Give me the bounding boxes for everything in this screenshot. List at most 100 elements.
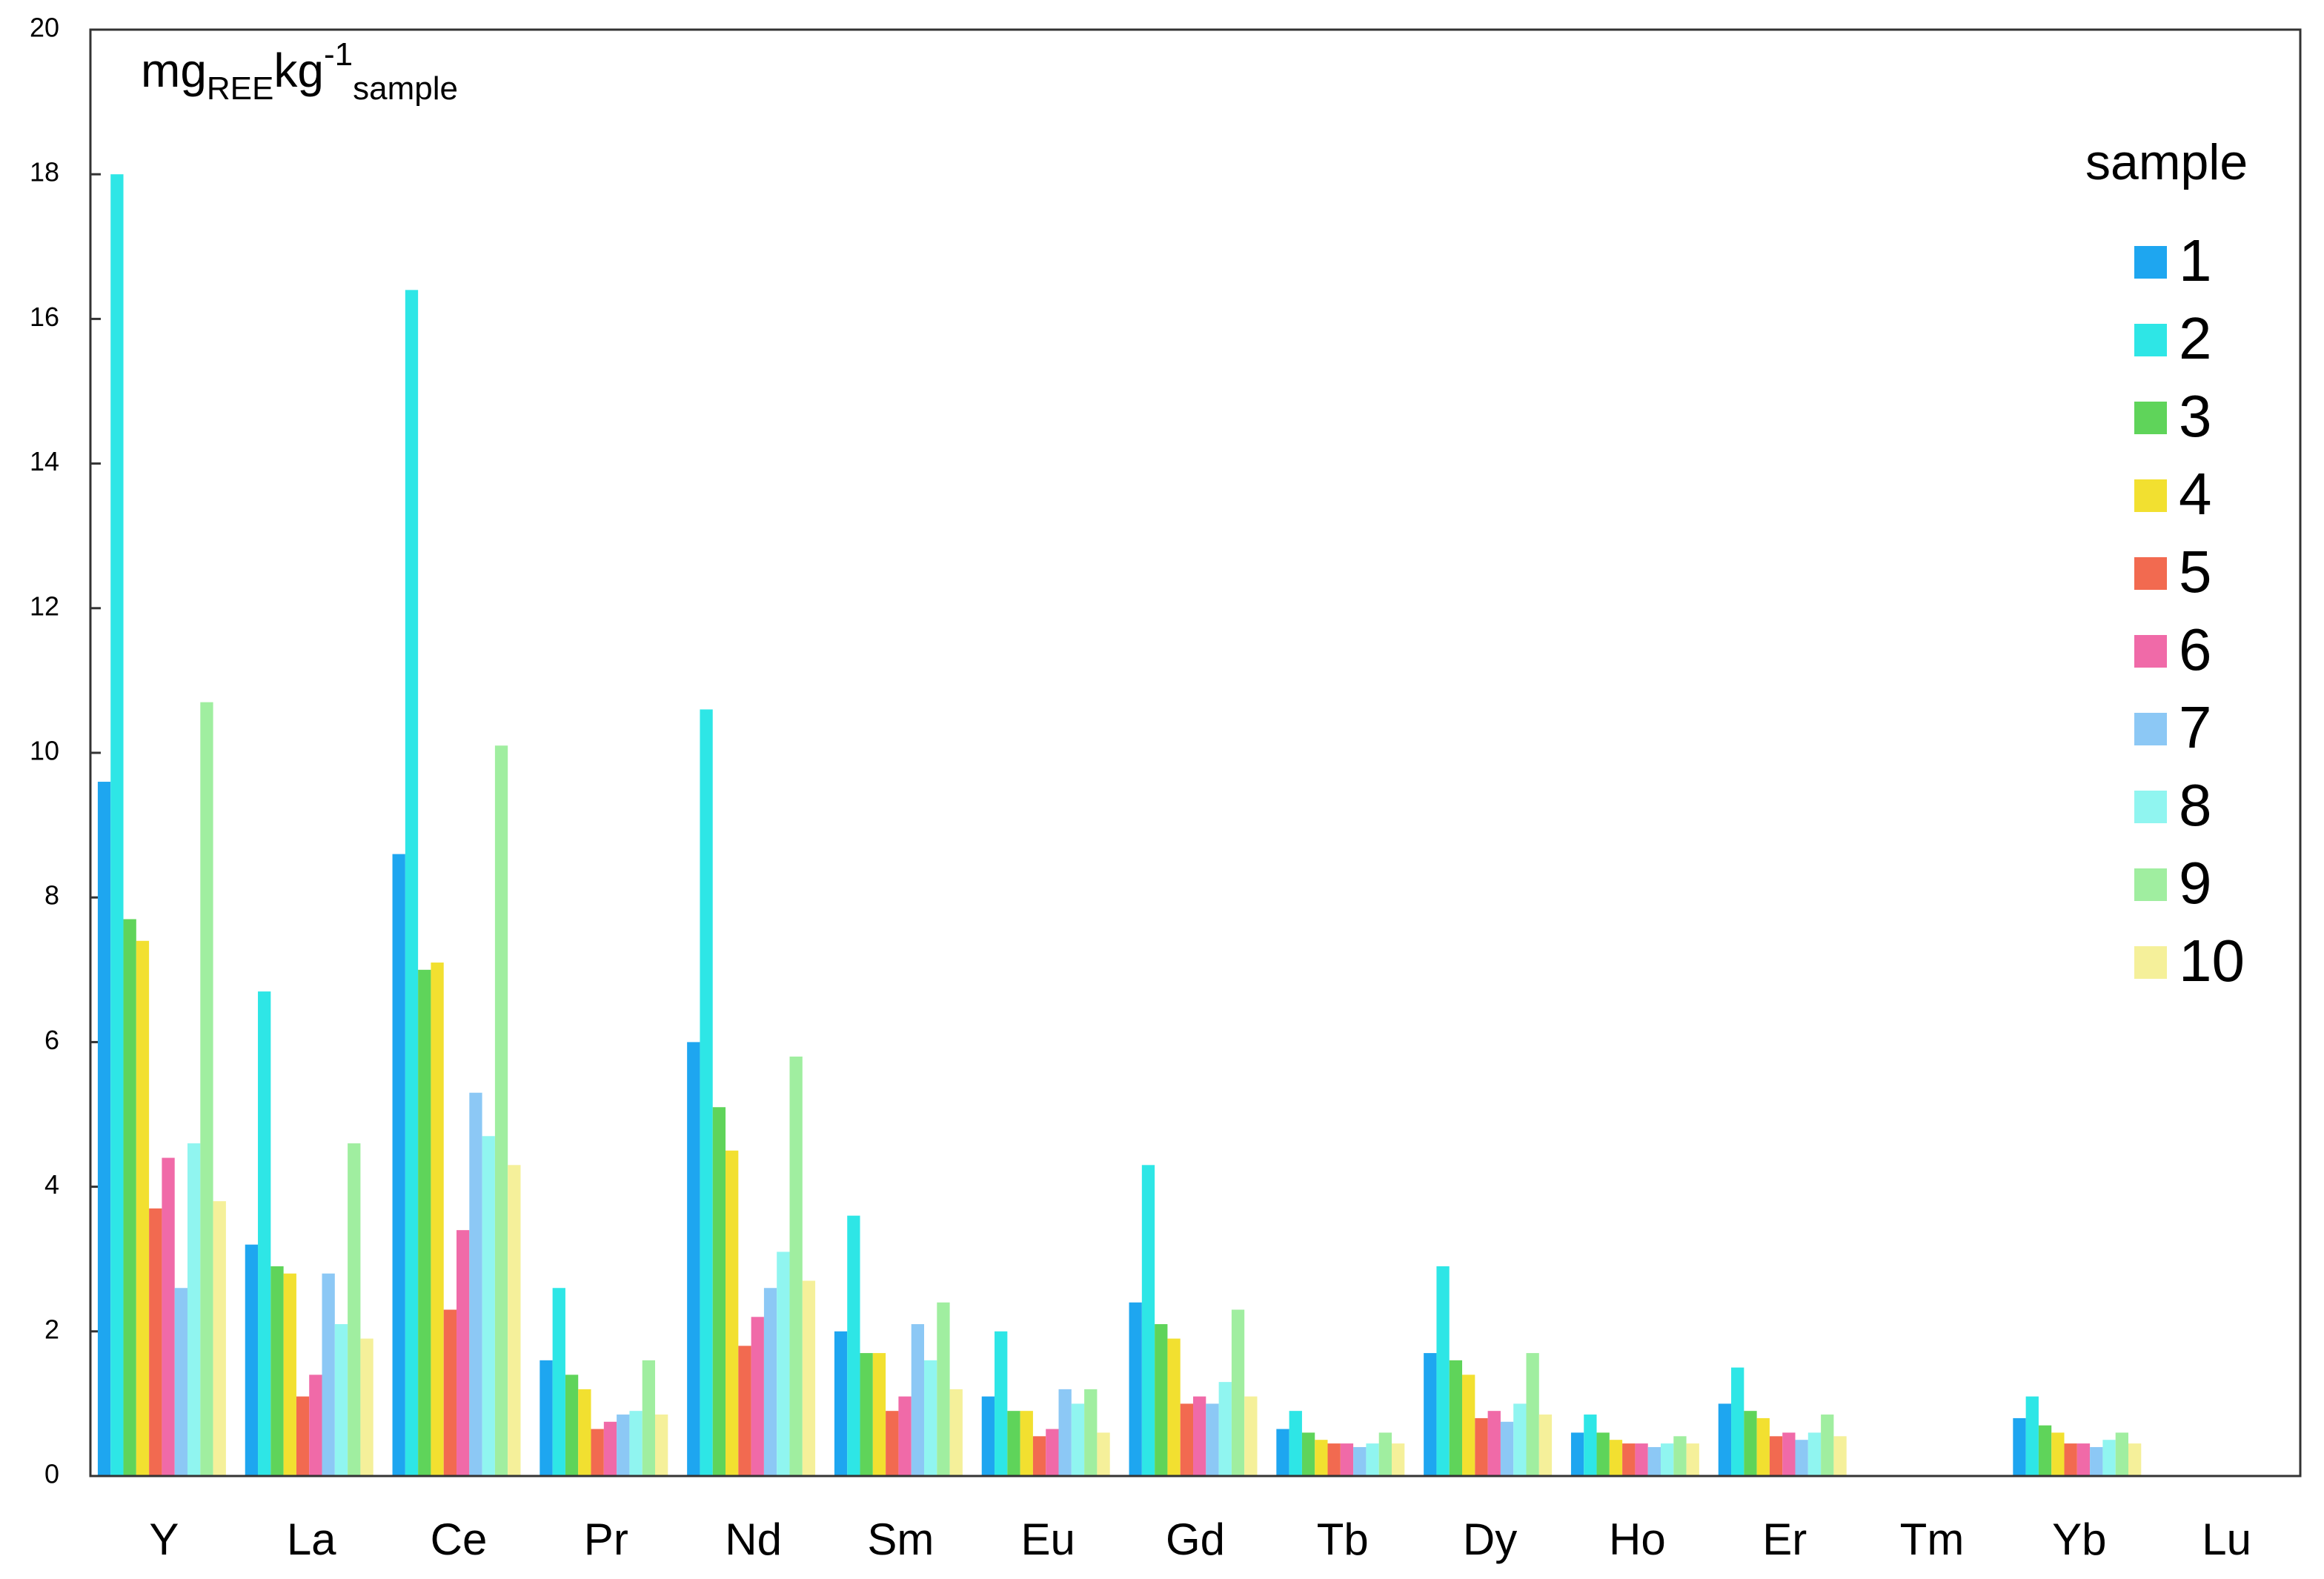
bar (1007, 1411, 1020, 1476)
bar (565, 1374, 579, 1476)
legend-title: sample (2085, 134, 2248, 190)
y-tick-label: 4 (44, 1169, 59, 1200)
annotation: mgREEkg-1sample (141, 36, 458, 107)
bar (136, 940, 150, 1476)
bar (886, 1411, 899, 1476)
legend-swatch (2134, 246, 2167, 279)
legend-swatch (2134, 791, 2167, 823)
x-tick-label: Ce (431, 1515, 488, 1564)
bar (322, 1273, 335, 1476)
annotation-part: -1 (324, 36, 353, 73)
bar (1782, 1432, 1796, 1476)
bar (97, 782, 111, 1476)
bar (348, 1143, 361, 1476)
bar (1315, 1440, 1328, 1476)
legend-label: 1 (2179, 227, 2212, 293)
bar (187, 1143, 201, 1476)
bar (1366, 1443, 1379, 1476)
y-tick-label: 0 (44, 1459, 59, 1489)
bar (2013, 1417, 2026, 1476)
legend-label: 3 (2179, 383, 2212, 449)
legend-swatch (2134, 479, 2167, 512)
bar (1071, 1403, 1085, 1476)
bar (847, 1215, 860, 1476)
bar (1193, 1396, 1206, 1476)
bar (777, 1251, 790, 1476)
bar (712, 1107, 726, 1476)
bar (296, 1396, 310, 1476)
bar (2038, 1425, 2052, 1476)
bar (617, 1415, 630, 1476)
bar (1180, 1403, 1194, 1476)
annotation-part: sample (353, 70, 458, 107)
bar (578, 1389, 591, 1476)
bar (1821, 1415, 1834, 1476)
bar (508, 1165, 521, 1476)
bar (763, 1288, 777, 1476)
x-tick-label: Gd (1166, 1515, 1225, 1564)
x-tick-label: Sm (867, 1515, 934, 1564)
bar (1513, 1403, 1527, 1476)
x-tick-label: Tb (1317, 1515, 1369, 1564)
bar (1769, 1436, 1783, 1476)
bar (789, 1056, 803, 1476)
x-tick-label: La (287, 1515, 336, 1564)
bar (1487, 1411, 1501, 1476)
bar (431, 963, 444, 1476)
x-tick-label: Y (149, 1515, 179, 1564)
bar (995, 1331, 1008, 1476)
bar (1327, 1443, 1341, 1476)
bar (2128, 1443, 2142, 1476)
legend-swatch (2134, 557, 2167, 590)
bar (2076, 1443, 2091, 1476)
bar (1032, 1436, 1046, 1476)
legend-swatch (2134, 324, 2167, 356)
annotation-part: REE (207, 70, 273, 107)
x-tick-label: Yb (2052, 1515, 2106, 1564)
x-tick-label: Lu (2202, 1515, 2251, 1564)
legend-label: 4 (2179, 461, 2212, 527)
bar (162, 1157, 175, 1476)
bar (482, 1136, 495, 1476)
x-tick-label: Ho (1609, 1515, 1666, 1564)
bar (1647, 1446, 1661, 1476)
bar (1609, 1440, 1623, 1476)
bar (1289, 1411, 1302, 1476)
bar (1500, 1421, 1514, 1476)
annotation-part: mg (141, 44, 207, 97)
y-tick-label: 14 (30, 446, 59, 476)
legend-label: 5 (2179, 539, 2212, 605)
bar (1731, 1367, 1744, 1476)
bar (149, 1208, 162, 1476)
bar (872, 1353, 886, 1476)
bar (834, 1331, 848, 1476)
bar (494, 745, 508, 1476)
bar (981, 1396, 995, 1476)
y-tick-label: 6 (44, 1025, 59, 1055)
bar (1231, 1309, 1245, 1476)
legend-label: 7 (2179, 694, 2212, 760)
bar (1141, 1165, 1155, 1476)
bar (898, 1396, 912, 1476)
bar (642, 1360, 656, 1476)
bar (629, 1411, 643, 1476)
bar (1622, 1443, 1636, 1476)
bar (1424, 1353, 1437, 1476)
bar (1097, 1432, 1110, 1476)
bar (1596, 1432, 1610, 1476)
bar (2051, 1432, 2065, 1476)
bar (1686, 1443, 1699, 1476)
x-tick-label: Pr (584, 1515, 628, 1564)
bar (1449, 1360, 1463, 1476)
x-tick-label: Eu (1021, 1515, 1075, 1564)
y-tick-label: 2 (44, 1314, 59, 1344)
x-tick-label: Dy (1463, 1515, 1517, 1564)
bar (1084, 1389, 1098, 1476)
bar (1206, 1403, 1219, 1476)
x-tick-label: Tm (1900, 1515, 1965, 1564)
bar (1378, 1432, 1392, 1476)
bar (2115, 1432, 2129, 1476)
bar (1392, 1443, 1405, 1476)
bar (738, 1346, 751, 1476)
bar (123, 919, 136, 1476)
